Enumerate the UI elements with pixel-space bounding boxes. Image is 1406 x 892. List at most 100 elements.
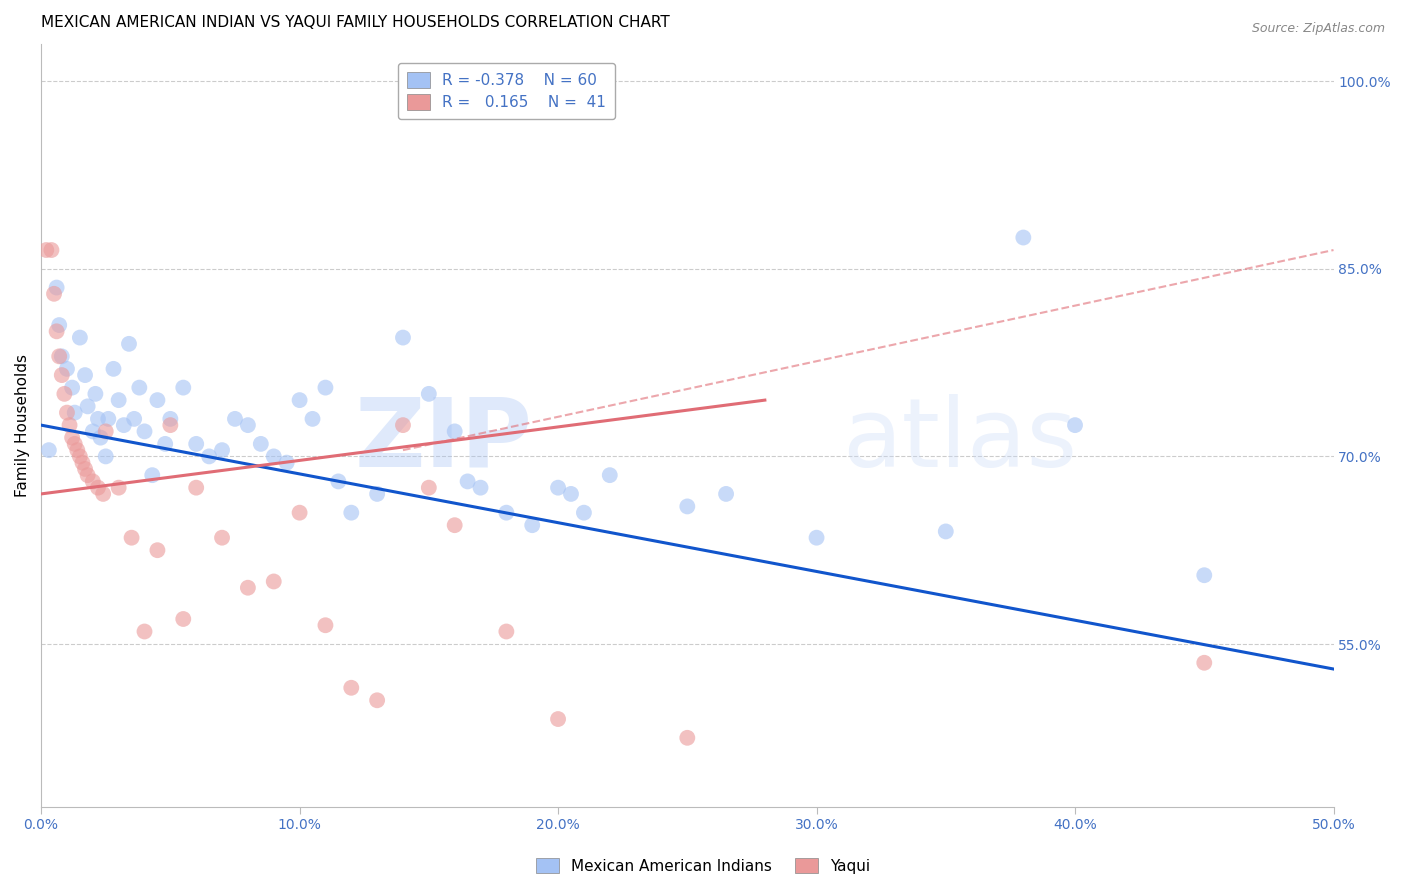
- Point: [82, 475, 104, 489]
- Point: [224, 412, 246, 426]
- Point: [301, 412, 323, 426]
- Point: [495, 624, 517, 639]
- Point: [1194, 656, 1216, 670]
- Point: [63, 437, 86, 451]
- Y-axis label: Family Households: Family Households: [15, 353, 30, 497]
- Point: [69, 450, 91, 464]
- Point: [172, 612, 194, 626]
- Point: [153, 437, 176, 451]
- Point: [328, 475, 350, 489]
- Point: [72, 456, 94, 470]
- Point: [38, 443, 60, 458]
- Point: [186, 437, 208, 451]
- Point: [146, 393, 169, 408]
- Point: [522, 518, 544, 533]
- Point: [495, 506, 517, 520]
- Point: [73, 462, 96, 476]
- Point: [198, 450, 221, 464]
- Text: MEXICAN AMERICAN INDIAN VS YAQUI FAMILY HOUSEHOLDS CORRELATION CHART: MEXICAN AMERICAN INDIAN VS YAQUI FAMILY …: [41, 15, 669, 30]
- Point: [48, 349, 70, 363]
- Point: [51, 368, 73, 383]
- Point: [443, 425, 465, 439]
- Point: [1012, 230, 1035, 244]
- Point: [263, 574, 285, 589]
- Text: Source: ZipAtlas.com: Source: ZipAtlas.com: [1251, 22, 1385, 36]
- Point: [314, 381, 336, 395]
- Point: [97, 412, 120, 426]
- Point: [91, 487, 114, 501]
- Point: [141, 468, 163, 483]
- Point: [1064, 418, 1087, 433]
- Point: [288, 506, 311, 520]
- Point: [112, 418, 135, 433]
- Point: [134, 624, 156, 639]
- Point: [172, 381, 194, 395]
- Point: [73, 368, 96, 383]
- Text: ZIP: ZIP: [354, 394, 533, 487]
- Point: [443, 518, 465, 533]
- Point: [366, 693, 388, 707]
- Point: [211, 443, 233, 458]
- Point: [60, 431, 83, 445]
- Point: [118, 336, 141, 351]
- Point: [51, 349, 73, 363]
- Point: [41, 243, 63, 257]
- Point: [76, 468, 98, 483]
- Point: [42, 286, 65, 301]
- Point: [84, 387, 107, 401]
- Point: [676, 731, 699, 745]
- Point: [263, 450, 285, 464]
- Point: [56, 406, 79, 420]
- Point: [250, 437, 273, 451]
- Point: [418, 387, 440, 401]
- Point: [146, 543, 169, 558]
- Point: [122, 412, 145, 426]
- Point: [366, 487, 388, 501]
- Point: [236, 581, 259, 595]
- Point: [547, 712, 569, 726]
- Point: [87, 412, 110, 426]
- Point: [547, 481, 569, 495]
- Point: [457, 475, 479, 489]
- Point: [35, 243, 58, 257]
- Point: [66, 443, 89, 458]
- Point: [45, 324, 67, 338]
- Point: [103, 362, 125, 376]
- Point: [94, 425, 117, 439]
- Point: [392, 330, 415, 344]
- Legend: R = -0.378    N = 60, R =   0.165    N =  41: R = -0.378 N = 60, R = 0.165 N = 41: [398, 62, 614, 120]
- Point: [82, 425, 104, 439]
- Point: [806, 531, 828, 545]
- Point: [87, 481, 110, 495]
- Point: [276, 456, 298, 470]
- Point: [159, 412, 181, 426]
- Point: [560, 487, 582, 501]
- Point: [90, 431, 112, 445]
- Point: [76, 400, 98, 414]
- Point: [69, 330, 91, 344]
- Point: [134, 425, 156, 439]
- Point: [935, 524, 957, 539]
- Point: [470, 481, 492, 495]
- Point: [340, 506, 363, 520]
- Point: [340, 681, 363, 695]
- Point: [48, 318, 70, 332]
- Point: [676, 500, 699, 514]
- Point: [572, 506, 595, 520]
- Point: [1194, 568, 1216, 582]
- Text: atlas: atlas: [842, 394, 1077, 487]
- Point: [56, 362, 79, 376]
- Point: [107, 393, 129, 408]
- Point: [211, 531, 233, 545]
- Point: [186, 481, 208, 495]
- Point: [714, 487, 737, 501]
- Point: [236, 418, 259, 433]
- Legend: Mexican American Indians, Yaqui: Mexican American Indians, Yaqui: [530, 852, 876, 880]
- Point: [128, 381, 150, 395]
- Point: [53, 387, 76, 401]
- Point: [288, 393, 311, 408]
- Point: [45, 280, 67, 294]
- Point: [314, 618, 336, 632]
- Point: [599, 468, 621, 483]
- Point: [58, 418, 80, 433]
